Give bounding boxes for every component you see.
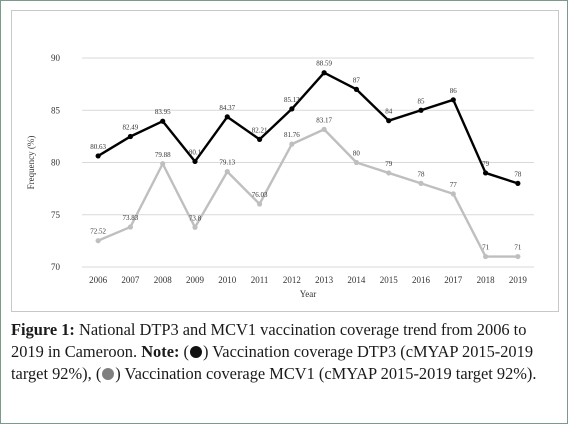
mcv1-data-label: 79.13	[219, 159, 235, 167]
mcv1-point	[160, 161, 166, 167]
chart-frame: 70 75 80 85 90 2006 2007 2008 2009 2010 2011 2012 20…	[11, 10, 559, 312]
mcv1-point	[127, 224, 134, 230]
mcv1-point	[450, 191, 456, 197]
dtp3-point	[289, 106, 295, 112]
y-tick-label: 90	[51, 53, 61, 63]
mcv1-point	[515, 253, 521, 260]
mcv1-point	[224, 168, 230, 175]
figure-caption: Figure 1: National DTP3 and MCV1 vaccina…	[11, 320, 537, 383]
x-tick-label: 2014	[347, 275, 366, 285]
dtp3-data-label: 82.21	[252, 126, 268, 134]
mcv1-point	[192, 224, 198, 230]
x-tick-label: 2018	[477, 275, 496, 285]
mcv1-data-label: 83.17	[316, 116, 332, 124]
dtp3-point	[127, 133, 134, 140]
caption-note-dtp3: Vaccination coverage DTP3 (cMYAP 2015-20…	[11, 342, 534, 383]
mcv1-data-label: 77	[450, 181, 458, 189]
dtp3-point	[160, 118, 166, 124]
dtp3-data-label: 85.13	[284, 96, 300, 104]
mcv1-point	[386, 170, 392, 176]
mcv1-data-label: 81.76	[284, 131, 300, 139]
mcv1-point	[353, 159, 360, 166]
dtp3-data-label: 88.59	[316, 60, 332, 68]
line-chart: 70 75 80 85 90 2006 2007 2008 2009 2010 2011 2012 20…	[26, 53, 534, 299]
mcv1-data-label: 71	[482, 244, 490, 252]
mcv1-data-label: 73.83	[123, 214, 139, 222]
dtp3-point	[321, 70, 327, 76]
x-tick-label: 2015	[380, 275, 399, 285]
mcv1-point	[95, 238, 101, 244]
dtp3-data-label: 84	[385, 108, 393, 116]
y-tick-label: 85	[51, 105, 61, 115]
x-tick-label: 2007	[121, 275, 140, 285]
dtp3-data-label: 78	[514, 170, 522, 178]
dtp3-data-label: 86	[450, 87, 458, 95]
mcv1-data-label: 72.52	[90, 228, 106, 236]
x-tick-label: 2013	[315, 275, 334, 285]
caption-main-text: National DTP3 and MCV1 vaccination cover…	[11, 320, 527, 361]
x-tick-label: 2012	[283, 275, 301, 285]
x-tick-label: 2006	[89, 275, 108, 285]
x-tick-label: 2008	[154, 275, 173, 285]
x-tick-label: 2017	[444, 275, 463, 285]
dtp3-series-line	[97, 71, 519, 185]
x-tick-label: 2010	[218, 275, 237, 285]
x-tick-label: 2016	[412, 275, 431, 285]
dtp3-point	[95, 153, 101, 159]
caption-note-mcv1: Vaccination coverage MCV1 (cMYAP 2015-20…	[120, 364, 537, 383]
mcv1-swatch	[102, 368, 115, 380]
dtp3-data-label: 79	[482, 160, 490, 168]
dtp3-data-label: 80.63	[90, 143, 106, 151]
dtp3-swatch	[190, 346, 202, 358]
dtp3-point	[386, 118, 392, 124]
x-axis-title: Year	[300, 289, 317, 299]
dtp3-point	[450, 97, 456, 103]
y-tick-label: 70	[51, 262, 61, 272]
dtp3-point	[192, 158, 198, 165]
mcv1-data-label: 73.8	[189, 214, 202, 222]
note-label: Note:	[141, 342, 180, 361]
dtp3-point	[515, 180, 521, 186]
dtp3-data-label: 82.49	[123, 123, 139, 131]
y-tick-label: 75	[51, 210, 61, 220]
mcv1-point	[418, 180, 424, 186]
dtp3-point	[482, 170, 489, 176]
mcv1-data-label: 71	[514, 244, 522, 252]
mcv1-data-label: 78	[418, 170, 426, 178]
mcv1-point	[289, 141, 295, 147]
y-axis-title: Frequency (%)	[26, 136, 36, 190]
mcv1-data-label: 76.03	[252, 191, 268, 199]
x-tick-label: 2009	[186, 275, 205, 285]
dtp3-data-label: 80.1	[189, 148, 202, 156]
dtp3-point	[418, 107, 424, 113]
mcv1-point	[321, 126, 327, 132]
figure-label: Figure 1:	[11, 320, 75, 339]
dtp3-data-label: 84.37	[219, 104, 235, 112]
x-tick-label: 2011	[251, 275, 269, 285]
y-tick-label: 80	[51, 158, 61, 168]
dtp3-point	[224, 114, 230, 120]
mcv1-point	[256, 201, 263, 207]
dtp3-point	[256, 136, 263, 143]
mcv1-data-label: 80	[353, 150, 361, 158]
dtp3-data-label: 85	[418, 97, 426, 105]
mcv1-data-label: 79	[385, 160, 393, 168]
mcv1-data-label: 79.88	[155, 151, 171, 159]
x-tick-label: 2019	[509, 275, 528, 285]
dtp3-data-label: 87	[353, 76, 361, 84]
mcv1-series-line	[97, 128, 518, 258]
dtp3-data-label: 83.95	[155, 108, 171, 116]
mcv1-point	[482, 253, 489, 260]
dtp3-point	[353, 86, 360, 92]
